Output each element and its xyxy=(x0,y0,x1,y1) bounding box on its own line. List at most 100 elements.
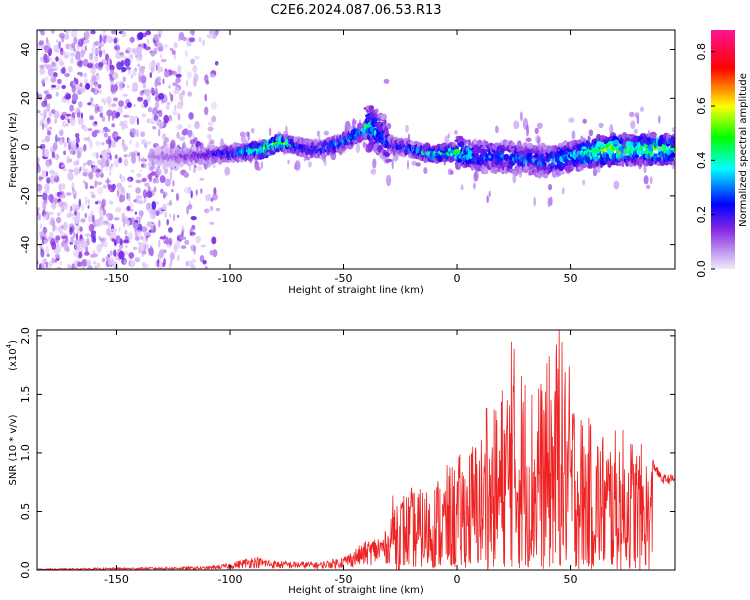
x-tick-label: 0 xyxy=(454,573,461,586)
heatmap-noise-cell xyxy=(198,37,202,43)
heatmap-noise-cell xyxy=(82,164,85,171)
heatmap-noise-cell xyxy=(95,140,102,147)
heatmap-halo-cell xyxy=(423,167,428,174)
heatmap-noise-cell xyxy=(108,99,111,108)
heatmap-noise-cell xyxy=(42,200,48,205)
heatmap-noise-cell xyxy=(109,154,112,161)
heatmap-noise-cell xyxy=(192,64,198,74)
snr-series-line xyxy=(37,330,675,570)
heatmap-noise-cell xyxy=(61,35,65,43)
heatmap-noise-cell xyxy=(48,221,51,226)
heatmap-noise-cell xyxy=(166,101,171,106)
heatmap-noise-cell xyxy=(45,93,53,100)
heatmap-noise-cell xyxy=(76,159,80,166)
heatmap-noise-cell xyxy=(37,110,41,114)
heatmap-noise-cell xyxy=(172,180,175,187)
heatmap-noise-cell xyxy=(102,241,108,248)
heatmap-noise-cell xyxy=(111,123,116,128)
heatmap-noise-cell xyxy=(65,30,70,36)
heatmap-noise-cell xyxy=(99,89,102,94)
heatmap-noise-cell xyxy=(51,151,55,159)
heatmap-noise-cell xyxy=(136,117,139,126)
heatmap-noise-cell xyxy=(60,50,66,56)
heatmap-noise-cell xyxy=(43,90,49,95)
heatmap-noise-cell xyxy=(180,99,184,107)
heatmap-noise-cell xyxy=(37,207,41,211)
heatmap-halo-cell xyxy=(460,184,464,191)
heatmap-noise-cell xyxy=(134,49,137,54)
heatmap-noise-cell xyxy=(128,177,131,183)
heatmap-noise-cell xyxy=(159,206,165,210)
heatmap-noise-cell xyxy=(105,53,109,62)
heatmap-noise-cell xyxy=(135,115,138,119)
heatmap-noise-cell xyxy=(66,264,72,268)
heatmap-halo-cell xyxy=(330,151,337,161)
heatmap-halo-cell xyxy=(386,174,392,187)
heatmap-noise-cell xyxy=(88,224,95,232)
heatmap-halo-cell xyxy=(518,166,523,178)
heatmap-noise-cell xyxy=(69,57,75,64)
heatmap-noise-cell xyxy=(98,206,103,215)
heatmap-noise-cell xyxy=(79,82,83,88)
heatmap-halo-cell xyxy=(647,129,651,137)
heatmap-noise-cell xyxy=(125,245,128,249)
heatmap-noise-cell xyxy=(162,191,168,197)
heatmap-noise-cell xyxy=(111,238,115,242)
heatmap-halo-cell xyxy=(250,127,255,134)
heatmap-halo-cell xyxy=(561,187,565,195)
heatmap-noise-cell xyxy=(100,166,103,175)
heatmap-noise-cell xyxy=(157,239,161,248)
heatmap-noise-cell xyxy=(180,236,187,240)
heatmap-noise-cell xyxy=(153,224,156,233)
heatmap-noise-cell xyxy=(129,202,134,209)
heatmap-noise-cell xyxy=(98,61,104,68)
heatmap-noise-cell xyxy=(44,183,49,191)
colorbar-tick-label: 0.2 xyxy=(695,206,708,224)
heatmap-noise-cell xyxy=(173,243,178,253)
heatmap-noise-cell xyxy=(146,244,149,248)
heatmap-noise-cell xyxy=(74,133,80,138)
heatmap-noise-cell xyxy=(180,245,187,249)
heatmap-ridge-cell xyxy=(587,135,591,142)
heatmap-noise-cell xyxy=(185,260,189,267)
heatmap-ridge-cell xyxy=(659,135,664,140)
heatmap-halo-cell xyxy=(671,126,675,133)
heatmap-noise-cell xyxy=(186,79,189,87)
heatmap-noise-cell xyxy=(116,182,123,189)
heatmap-halo-cell xyxy=(598,122,604,129)
heatmap-noise-cell xyxy=(65,123,69,127)
heatmap-noise-cell xyxy=(44,190,50,194)
heatmap-halo-cell xyxy=(148,172,153,183)
heatmap-noise-cell xyxy=(193,246,196,255)
heatmap-noise-cell xyxy=(48,102,51,111)
heatmap-noise-cell xyxy=(121,219,126,223)
heatmap-noise-cell xyxy=(133,132,137,137)
heatmap-noise-cell xyxy=(77,261,82,267)
heatmap-noise-cell xyxy=(191,133,195,138)
y-tick-label: 40 xyxy=(19,43,32,57)
heatmap-noise-cell xyxy=(93,129,99,134)
heatmap-noise-cell xyxy=(118,157,123,164)
snr-multiplier-base: (x10 xyxy=(8,348,19,371)
heatmap-noise-cell xyxy=(94,265,99,269)
heatmap-ridge-cell xyxy=(669,153,675,158)
heatmap-noise-cell xyxy=(187,186,192,194)
heatmap-noise-cell xyxy=(186,37,189,44)
heatmap-noise-cell xyxy=(144,182,150,187)
heatmap-noise-cell xyxy=(200,244,207,248)
heatmap-noise-cell xyxy=(45,261,48,269)
heatmap-noise-cell xyxy=(83,125,88,132)
heatmap-noise-cell xyxy=(63,221,68,231)
heatmap-noise-cell xyxy=(124,229,128,236)
snr-multiplier-exp: 4 xyxy=(5,343,13,348)
spectrogram-x-axis-label: Height of straight line (km) xyxy=(288,285,424,296)
heatmap-ridge-cell xyxy=(383,119,387,125)
heatmap-halo-cell xyxy=(450,170,454,175)
heatmap-noise-cell xyxy=(137,200,144,205)
heatmap-halo-cell xyxy=(268,127,272,136)
heatmap-ridge-cell xyxy=(671,147,675,152)
heatmap-noise-cell xyxy=(155,201,159,205)
heatmap-noise-cell xyxy=(160,30,163,36)
heatmap-noise-cell xyxy=(109,171,112,177)
heatmap-noise-cell xyxy=(77,38,84,48)
